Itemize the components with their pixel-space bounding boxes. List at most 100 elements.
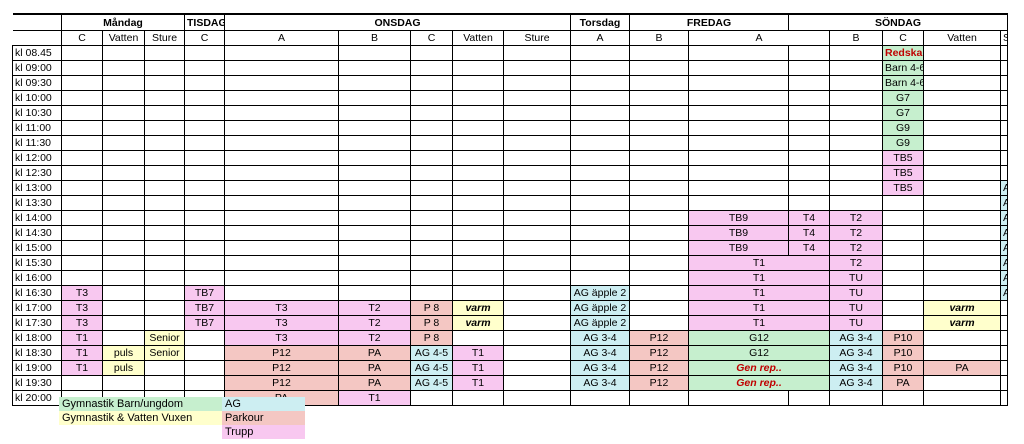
empty-cell [503, 45, 571, 61]
empty-cell [923, 195, 1001, 211]
column-header: B [829, 30, 883, 46]
empty-cell [224, 150, 339, 166]
empty-cell [144, 285, 185, 301]
empty-cell [503, 165, 571, 181]
empty-cell [61, 225, 103, 241]
empty-cell [410, 255, 453, 271]
empty-cell [923, 90, 1001, 106]
empty-cell [1000, 45, 1008, 61]
empty-cell [338, 60, 411, 76]
empty-cell [629, 135, 689, 151]
empty-cell [923, 75, 1001, 91]
column-header: B [338, 30, 411, 46]
empty-cell [788, 135, 830, 151]
session-cell: AG Päron [1000, 180, 1008, 196]
session-cell: T4 [788, 225, 830, 241]
empty-cell [410, 285, 453, 301]
session-cell: AG 3-4 [570, 345, 630, 361]
empty-cell [882, 210, 924, 226]
empty-cell [410, 210, 453, 226]
empty-cell [629, 165, 689, 181]
empty-cell [503, 345, 571, 361]
empty-cell [503, 255, 571, 271]
session-cell: TU [829, 270, 883, 286]
empty-cell [184, 150, 225, 166]
session-cell: PA [338, 345, 411, 361]
empty-cell [224, 105, 339, 121]
column-header: Sture [1000, 30, 1008, 46]
empty-cell [61, 45, 103, 61]
empty-cell [788, 105, 830, 121]
empty-cell [224, 120, 339, 136]
empty-cell [629, 210, 689, 226]
empty-cell [829, 150, 883, 166]
empty-cell [503, 195, 571, 211]
empty-cell [410, 240, 453, 256]
time-row: kl 19:30 P12 PA AG 4-5 T1 AG 3-4 P12 Gen rep.. A… [12, 375, 1008, 391]
session-cell: P12 [224, 360, 339, 376]
corner-cell [12, 30, 62, 46]
empty-cell [144, 240, 185, 256]
column-header: A [688, 30, 830, 46]
time-label: kl 12:00 [12, 150, 62, 166]
session-cell: TU [829, 285, 883, 301]
empty-cell [688, 105, 789, 121]
empty-cell [224, 195, 339, 211]
empty-cell [503, 315, 571, 331]
session-cell: T3 [224, 315, 339, 331]
column-header: Vatten [923, 30, 1001, 46]
empty-cell [1000, 360, 1008, 376]
session-cell: T1 [452, 375, 504, 391]
empty-cell [503, 300, 571, 316]
empty-cell [923, 165, 1001, 181]
time-row: kl 18:30 T1 puls Senior P12 PA AG 4-5 T1 AG 3-4 P… [12, 345, 1008, 361]
time-label: kl 13:00 [12, 180, 62, 196]
empty-cell [570, 270, 630, 286]
session-cell: varm [923, 315, 1001, 331]
session-cell: T4 [788, 210, 830, 226]
empty-cell [61, 180, 103, 196]
empty-cell [788, 180, 830, 196]
empty-cell [61, 195, 103, 211]
empty-cell [144, 300, 185, 316]
empty-cell [629, 120, 689, 136]
empty-cell [570, 225, 630, 241]
empty-cell [184, 210, 225, 226]
empty-cell [452, 75, 504, 91]
session-cell: T4 [788, 240, 830, 256]
session-cell: P10 [882, 330, 924, 346]
empty-cell [923, 375, 1001, 391]
empty-cell [61, 135, 103, 151]
empty-cell [61, 255, 103, 271]
time-row: kl 18:00 T1 Senior T3 T2 P 8 AG 3-4 P12 G12 AG 3-… [12, 330, 1008, 346]
empty-cell [338, 255, 411, 271]
empty-cell [788, 120, 830, 136]
session-cell: P12 [224, 345, 339, 361]
empty-cell [102, 45, 145, 61]
empty-cell [688, 135, 789, 151]
empty-cell [882, 255, 924, 271]
time-row: kl 10:30 G7 [12, 105, 1008, 121]
time-label: kl 13:30 [12, 195, 62, 211]
empty-cell [144, 165, 185, 181]
empty-cell [829, 135, 883, 151]
empty-cell [452, 330, 504, 346]
empty-cell [224, 45, 339, 61]
day-header: Torsdag [570, 13, 630, 31]
session-cell: AG 4-5 [410, 360, 453, 376]
session-cell: AG 3-4 [570, 375, 630, 391]
session-cell: TB9 [688, 240, 789, 256]
time-label: kl 08.45 [12, 45, 62, 61]
session-cell: P12 [629, 345, 689, 361]
empty-cell [503, 285, 571, 301]
empty-cell [61, 60, 103, 76]
session-cell: AG 3-4 [570, 360, 630, 376]
empty-cell [829, 195, 883, 211]
session-cell: AG äpple 2 [570, 285, 630, 301]
empty-cell [570, 60, 630, 76]
empty-cell [503, 210, 571, 226]
empty-cell [923, 270, 1001, 286]
session-cell: TB5 [882, 150, 924, 166]
